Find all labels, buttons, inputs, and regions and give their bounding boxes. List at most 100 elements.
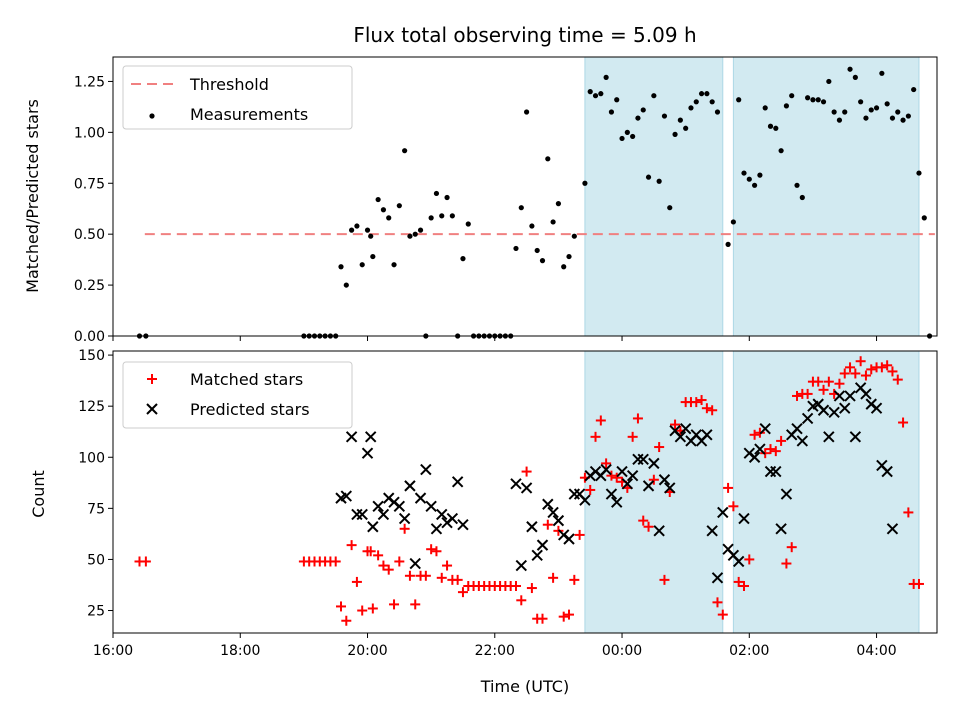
measurement-point (704, 91, 710, 97)
matched-star-point (765, 444, 776, 455)
predicted-star-point-b (563, 533, 575, 545)
measurement-point (349, 227, 355, 233)
measurement-point (746, 176, 752, 182)
measurement-point (603, 74, 609, 80)
predicted-star-point-b (653, 525, 665, 537)
predicted-star-point (711, 572, 724, 584)
matched-star-point (654, 442, 665, 453)
matched-star-point (601, 458, 612, 469)
predicted-star-point-b (828, 406, 840, 419)
measurement-point (614, 97, 620, 103)
predicted-star-point (616, 465, 628, 478)
measurement-point (370, 253, 376, 260)
matched-star-point (442, 560, 453, 571)
matched-star-point (855, 356, 866, 367)
measurement-point (741, 170, 747, 176)
matched-star-point (606, 470, 617, 481)
matched-star-point (452, 574, 463, 585)
predicted-star-point-b (791, 422, 803, 435)
measurement-point (534, 247, 540, 254)
predicted-star-point-b (510, 478, 522, 490)
predicted-star-point-b (372, 500, 384, 513)
predicted-star-point-b (722, 543, 734, 555)
matched-star-point (564, 609, 575, 620)
predicted-star-point-b (839, 402, 851, 414)
predicted-star-point (870, 402, 883, 414)
measurement-point (561, 264, 567, 270)
measurement-point (375, 196, 381, 203)
measurement-point (842, 109, 848, 115)
matched-star-point (876, 362, 887, 373)
measurement-point (449, 213, 455, 219)
matched-star-point (712, 597, 723, 608)
measurement-point (359, 262, 365, 268)
measurement-point (778, 148, 784, 154)
top-y-tick-label: 0.50 (74, 227, 105, 243)
matched-star-point (733, 576, 744, 587)
predicted-star-point-b (701, 429, 713, 441)
matched-star-point (744, 554, 755, 565)
predicted-star-point (621, 478, 634, 490)
predicted-star-point (754, 443, 766, 455)
measurement-point (354, 223, 360, 229)
predicted-star-point-b (748, 451, 761, 463)
measurement-point (386, 215, 392, 221)
measurement-point (529, 223, 535, 229)
measurement-point (783, 103, 790, 109)
measurement-point (921, 215, 927, 221)
predicted-star-point-b (849, 431, 862, 443)
measurement-point (868, 107, 874, 113)
measurement-point (831, 109, 837, 115)
measurement-point (714, 109, 721, 115)
measurement-point (815, 97, 821, 103)
predicted-star-point-b (669, 424, 681, 437)
predicted-star-point-b (775, 523, 787, 535)
predicted-star-point (801, 412, 814, 425)
top-y-tick-label: 1.25 (74, 74, 105, 90)
measurement-point (391, 262, 397, 268)
matched-star-point (691, 397, 702, 408)
matched-star-point (776, 435, 787, 446)
predicted-star-point-b (356, 508, 368, 521)
matched-star-point (558, 611, 569, 622)
predicted-star-point-b (520, 482, 533, 494)
predicted-star-point (849, 431, 862, 443)
matched-star-point (569, 574, 580, 585)
predicted-star-point (563, 533, 575, 545)
matched-star-point (913, 578, 924, 589)
predicted-star-point-b (414, 492, 427, 504)
matched-star-point (611, 472, 622, 483)
bottom-panel-frame (112, 350, 938, 634)
predicted-star-point (536, 539, 549, 551)
predicted-star-point (425, 500, 437, 513)
matched-star-point (860, 370, 871, 381)
measurement-point (661, 113, 668, 119)
measurement-point (672, 131, 678, 137)
matched-star-point (802, 388, 813, 399)
predicted-star-point-b (605, 488, 618, 500)
measurement-point (725, 241, 731, 247)
measurement-point (518, 205, 524, 211)
matched-star-point (723, 482, 734, 493)
predicted-star-point (430, 523, 443, 535)
matched-star-point (648, 474, 659, 485)
predicted-star-point-b (833, 390, 846, 402)
measurement-point (545, 156, 551, 162)
matched-star-point (548, 572, 559, 583)
measurement-point (805, 95, 811, 101)
predicted-star-point-b (860, 388, 872, 400)
predicted-star-point (542, 498, 554, 510)
predicted-star-point (637, 453, 649, 466)
x-tick-label: 02:00 (729, 643, 769, 659)
predicted-star-point-b (738, 512, 750, 525)
matched-star-point (632, 413, 643, 424)
bottom-y-axis-label: Count (29, 470, 48, 518)
legend-matched-marker (147, 374, 157, 384)
measurement-point (598, 91, 604, 97)
bottom-y-tick-label: 100 (78, 450, 105, 466)
predicted-star-point-b (420, 463, 432, 476)
predicted-star-point-b (552, 514, 565, 527)
top-y-tick-label: 0.75 (74, 176, 105, 192)
measurement-point (380, 207, 387, 213)
